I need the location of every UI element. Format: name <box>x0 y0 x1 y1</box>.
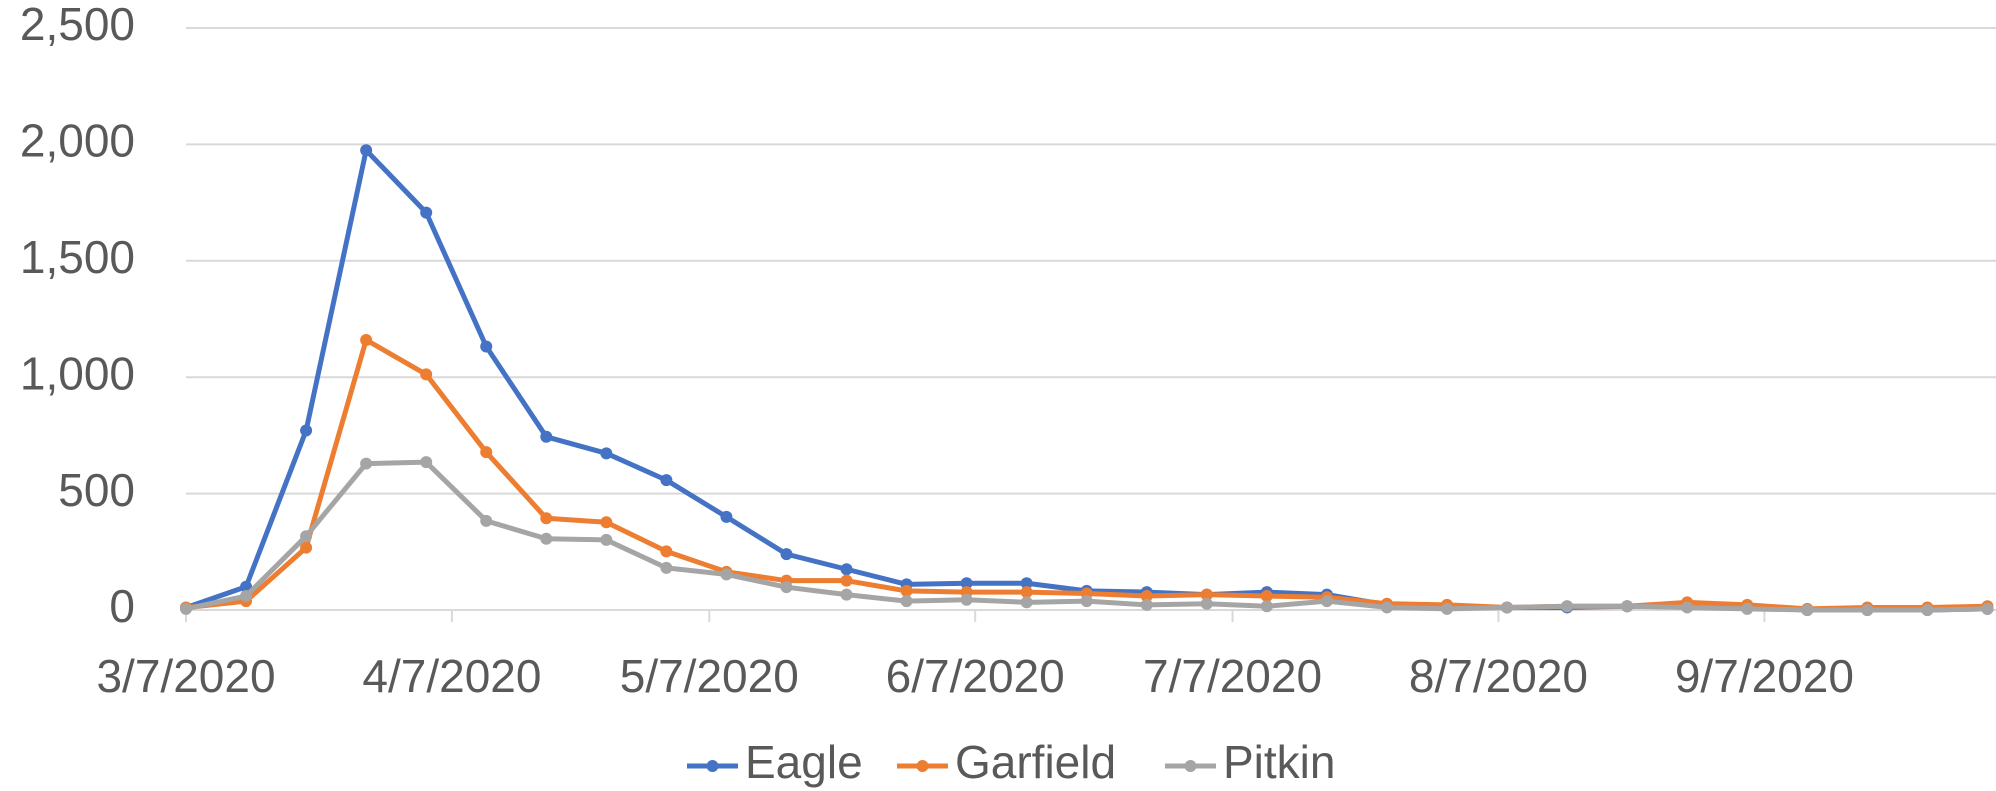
data-point <box>1741 602 1754 615</box>
x-tick-label: 5/7/2020 <box>620 650 799 702</box>
data-point <box>840 574 853 587</box>
data-point <box>660 474 673 487</box>
data-point <box>480 514 493 527</box>
data-point <box>1020 596 1033 609</box>
data-point <box>420 368 433 381</box>
data-point <box>720 568 733 581</box>
data-point <box>480 446 493 459</box>
x-tick-label: 7/7/2020 <box>1143 650 1322 702</box>
data-point <box>1020 577 1033 590</box>
y-tick-label: 2,500 <box>20 0 135 50</box>
data-point <box>1380 601 1393 614</box>
data-point <box>1561 600 1574 613</box>
legend-marker <box>916 760 929 772</box>
x-tick-label: 9/7/2020 <box>1675 650 1854 702</box>
y-tick-label: 500 <box>58 464 135 516</box>
legend-marker <box>706 760 719 772</box>
data-point <box>1861 604 1874 616</box>
data-point <box>240 590 253 603</box>
data-point <box>1801 604 1814 616</box>
data-point <box>1320 595 1333 608</box>
data-point <box>1080 595 1093 608</box>
data-point <box>300 424 313 437</box>
data-point <box>540 430 553 443</box>
data-point <box>360 333 373 346</box>
data-point <box>960 593 973 606</box>
data-point <box>1981 602 1994 615</box>
legend-label: Eagle <box>745 736 863 788</box>
data-point <box>1260 590 1273 603</box>
data-point <box>720 510 733 523</box>
data-point <box>300 530 313 543</box>
data-point <box>960 577 973 590</box>
x-tick-label: 4/7/2020 <box>362 650 541 702</box>
data-point <box>480 340 493 353</box>
data-point <box>840 588 853 601</box>
y-tick-label: 1,000 <box>20 347 135 399</box>
data-point <box>360 144 373 157</box>
data-point <box>900 595 913 608</box>
data-point <box>900 584 913 597</box>
data-point <box>1921 604 1934 616</box>
legend-marker <box>1184 760 1197 772</box>
data-point <box>1200 588 1213 601</box>
series-line <box>185 337 1988 612</box>
data-point <box>600 533 613 546</box>
data-point <box>1440 602 1453 615</box>
data-point <box>660 561 673 574</box>
data-point <box>360 457 373 470</box>
data-point <box>540 532 553 545</box>
x-tick-label: 3/7/2020 <box>96 650 275 702</box>
data-point <box>1681 601 1694 614</box>
series-line <box>185 147 1988 613</box>
data-point <box>600 516 613 529</box>
data-point <box>660 545 673 558</box>
data-point <box>1260 600 1273 613</box>
legend-label: Garfield <box>955 736 1116 788</box>
data-point <box>1140 598 1153 611</box>
y-tick-label: 1,500 <box>20 231 135 283</box>
x-tick-label: 6/7/2020 <box>886 650 1065 702</box>
data-point <box>600 447 613 460</box>
legend-label: Pitkin <box>1223 736 1335 788</box>
data-point <box>1020 586 1033 599</box>
data-point <box>840 563 853 576</box>
data-point <box>1140 590 1153 603</box>
data-point <box>180 602 192 615</box>
data-point <box>1501 601 1514 614</box>
data-point <box>540 512 553 525</box>
data-point <box>1621 600 1634 613</box>
x-tick-label: 8/7/2020 <box>1409 650 1588 702</box>
data-point <box>420 206 433 219</box>
y-tick-label: 2,000 <box>20 115 135 167</box>
y-tick-label: 0 <box>109 580 135 632</box>
data-point <box>780 548 793 561</box>
data-point <box>1200 597 1213 610</box>
data-point <box>420 456 433 469</box>
data-point <box>300 541 313 554</box>
data-point <box>780 581 793 594</box>
